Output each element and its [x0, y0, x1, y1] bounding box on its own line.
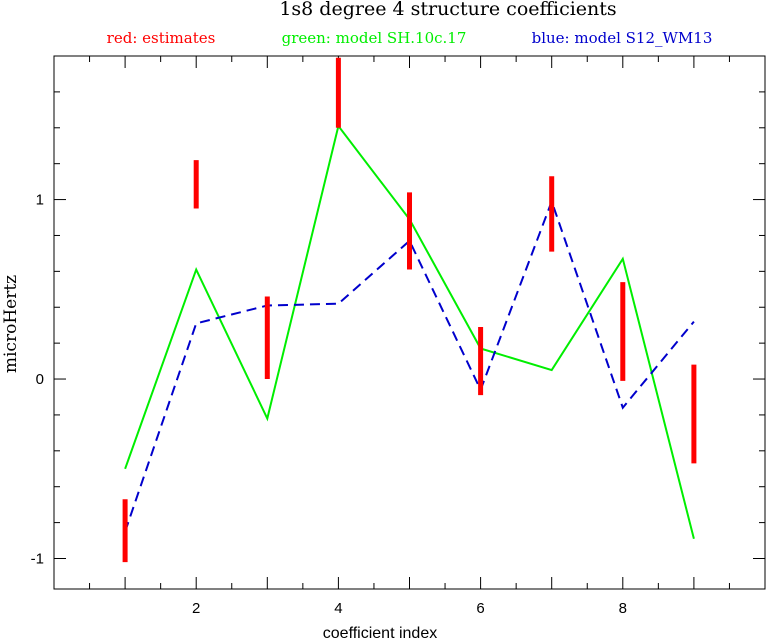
x-tick-label: 8	[619, 600, 627, 617]
legend-model-s12wm13: blue: model S12_WM13	[532, 29, 713, 47]
y-tick-label: 1	[36, 192, 44, 209]
series-line-1	[124, 198, 695, 532]
x-tick-labels: 2 4 6 8	[192, 600, 627, 617]
legend-estimates: red: estimates	[107, 29, 216, 47]
estimates-layer	[122, 57, 697, 563]
tick-marks	[54, 56, 765, 589]
y-axis-label: microHertz	[1, 275, 21, 373]
y-tick-label: -1	[31, 550, 44, 567]
x-tick-label: 6	[476, 600, 484, 617]
x-tick-label: 4	[334, 600, 342, 617]
x-tick-label: 2	[192, 600, 200, 617]
series-layer	[124, 123, 695, 540]
y-tick-label: 0	[36, 371, 44, 388]
legend-model-sh10c17: green: model SH.10c.17	[282, 29, 467, 47]
plot-frame	[53, 55, 766, 590]
x-axis-label: coefficient index	[323, 625, 437, 641]
y-tick-labels: -1 0 1	[31, 192, 44, 568]
chart-title: 1s8 degree 4 structure coefficients	[279, 0, 616, 20]
series-line-0	[124, 123, 695, 540]
